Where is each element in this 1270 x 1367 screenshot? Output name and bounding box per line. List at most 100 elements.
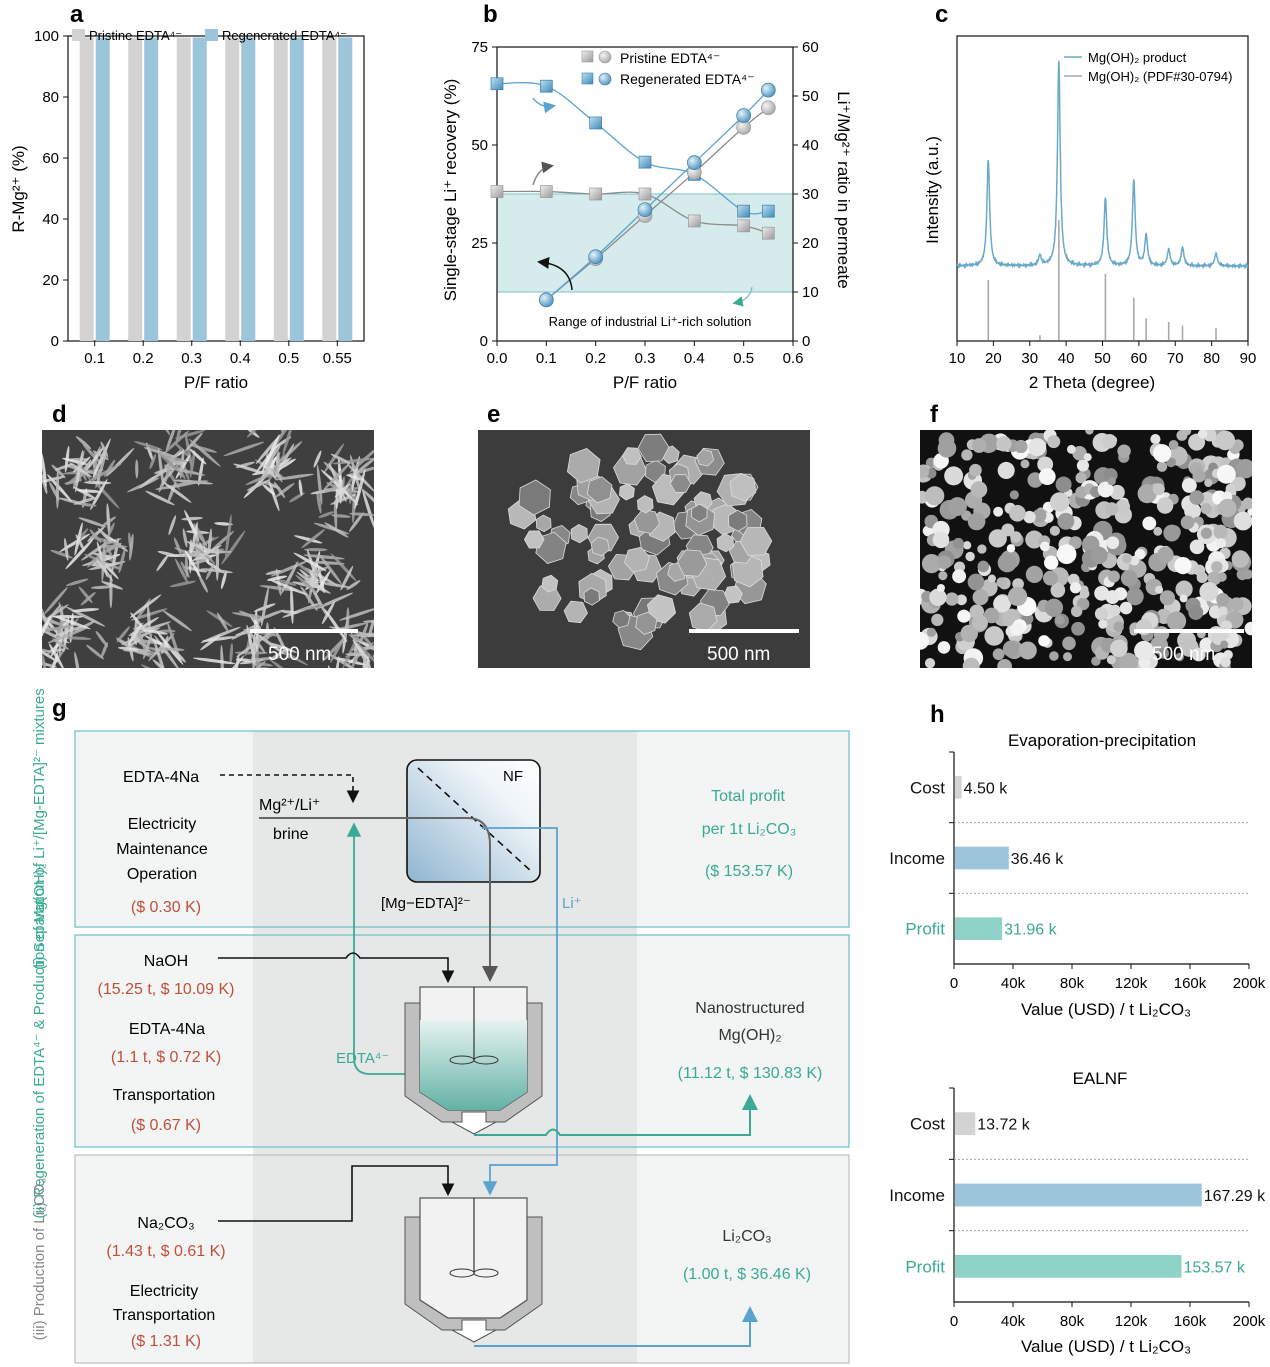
sem-f-sphere: [929, 588, 947, 606]
flow-right-bg-2: [637, 935, 849, 1147]
sem-d-texture: [42, 430, 374, 668]
sem-e-hexagon: [633, 508, 660, 534]
sem-f-sphere: [1189, 490, 1205, 505]
s3-product-value: (1.00 t, $ 36.46 K): [683, 1266, 811, 1283]
sem-f-sphere: [1076, 459, 1090, 472]
tick-label-c-x-70: 70: [1167, 350, 1184, 367]
sem-d-flake: [106, 447, 135, 477]
sem-f-sphere: [1119, 601, 1133, 615]
sem-f-sphere: [1142, 516, 1157, 531]
sem-d-flake: [162, 610, 192, 632]
sem-f-sphere: [944, 466, 964, 486]
sem-d-flake: [317, 566, 325, 594]
sem-d-flake: [221, 530, 246, 565]
category-label-h1Body-income: Income: [889, 849, 945, 868]
sem-d-scale-bar: [250, 629, 358, 633]
sem-f-sphere: [1109, 484, 1125, 500]
tick-label-h1Body-x-40k: 40k: [1001, 975, 1026, 992]
category-label-h2Body-income: Income: [889, 1186, 945, 1205]
sem-f-sphere: [1242, 497, 1252, 510]
sem-f-sphere: [937, 439, 957, 458]
recovery-point-regenerated-0.3: [637, 202, 653, 218]
brine-label-1: Mg²⁺/Li⁺: [259, 797, 320, 814]
stage-1-label: (i) Separation of Li⁺/[Mg-EDTA]²⁻ mixtur…: [31, 688, 48, 969]
sem-f-scale-label: 500 nm: [1152, 644, 1216, 665]
stage-1-frame: [74, 730, 850, 928]
sem-d-flake: [152, 659, 168, 668]
chart-a-xlabel: P/F ratio: [184, 373, 248, 392]
sem-d-flake: [56, 626, 82, 636]
sem-f-sphere: [1083, 453, 1092, 462]
tick-label-a-x-0.3: 0.3: [181, 350, 202, 367]
sem-d-flake: [207, 528, 212, 555]
sem-d-flake: [78, 517, 107, 528]
sem-f-sphere: [936, 583, 945, 593]
stage-3-label: (iii) Production of Li₂CO₃: [31, 1178, 48, 1341]
chart-c: 10 20 30 40 50 60 70 80 90 Mg(OH)₂ product Mg(OH…: [923, 35, 1256, 392]
sem-f-sphere: [1153, 526, 1163, 536]
sem-image-f: 500 nm: [920, 430, 1252, 668]
sem-e-hexagon: [523, 530, 545, 549]
sem-f-sphere: [960, 624, 978, 643]
sem-f-sphere: [1002, 640, 1020, 658]
chart-h2-xlabel: Value (USD) / t Li₂CO₃: [1021, 1337, 1191, 1356]
sem-e-hexagon: [637, 433, 670, 463]
tick-label-h2Body-x-0: 0: [950, 1313, 958, 1330]
ratio-point-pristine-0.5: [737, 219, 751, 233]
sem-f-sphere: [1107, 476, 1116, 486]
sem-d-flake: [290, 585, 294, 625]
sem-d-flake: [334, 483, 351, 498]
sem-d-flake: [42, 615, 52, 643]
li2co3-product-line: [474, 1306, 758, 1347]
sem-d-flake: [247, 629, 266, 654]
sem-d-flake: [55, 463, 74, 471]
sem-d-flake: [330, 514, 351, 518]
sem-f-sphere: [1028, 438, 1047, 457]
sem-d-flake: [246, 656, 281, 662]
tick-label-c-x-20: 20: [985, 350, 1002, 367]
sem-d-flake: [59, 533, 91, 553]
sem-f-sphere: [1118, 652, 1138, 668]
sem-f-sphere: [1018, 641, 1037, 660]
sem-e-hexagon: [696, 449, 715, 467]
s3-cost-value: ($ 1.31 K): [131, 1333, 201, 1350]
sem-d-flake: [354, 491, 360, 507]
legend-a-swatch-pristine: [72, 29, 85, 41]
sem-f-sphere: [1179, 594, 1188, 603]
tick-label-b-yr-20: 20: [802, 235, 819, 252]
sem-e-hexagon: [590, 536, 610, 557]
sem-f-sphere: [1049, 525, 1060, 536]
s2-edta-value: (1.1 t, $ 0.72 K): [111, 1049, 221, 1066]
sem-f-sphere: [1225, 483, 1236, 494]
bar-a-regenerated-0.1: [95, 37, 110, 342]
category-label-h2Body-cost: Cost: [910, 1115, 945, 1134]
sem-d-flake: [324, 522, 349, 538]
sem-d-flake: [169, 580, 196, 588]
sem-d-flake: [198, 574, 208, 593]
sem-f-sphere: [1033, 509, 1047, 523]
sem-d-flake: [48, 643, 65, 668]
sem-f-sphere: [1062, 636, 1076, 651]
sem-f-sphere: [1174, 557, 1192, 575]
sem-f-sphere: [1038, 635, 1050, 647]
sem-d-flake: [340, 565, 354, 591]
sem-e-hexagon: [635, 611, 658, 635]
sem-f-sphere: [938, 571, 948, 581]
sem-f-sphere: [1134, 640, 1154, 661]
sem-d-flake: [214, 522, 233, 526]
sem-d-flake: [205, 563, 215, 580]
sem-f-sphere: [1097, 481, 1114, 498]
sem-d-flake: [118, 547, 126, 574]
s1-cost-item-2: Maintenance: [116, 841, 208, 858]
sem-d-flake: [216, 612, 229, 632]
sem-d-flake: [47, 627, 88, 644]
sem-d-flake: [362, 489, 374, 530]
sem-f-sphere: [1220, 640, 1229, 649]
sem-f-sphere: [1200, 502, 1212, 515]
sem-e-hexagon: [563, 600, 588, 624]
sem-d-flake: [262, 484, 275, 496]
tick-label-h2Body-x-160k: 160k: [1174, 1313, 1207, 1330]
tick-label-c-x-10: 10: [949, 350, 966, 367]
sem-d-flake: [365, 653, 374, 668]
sem-d-flake: [174, 650, 186, 663]
